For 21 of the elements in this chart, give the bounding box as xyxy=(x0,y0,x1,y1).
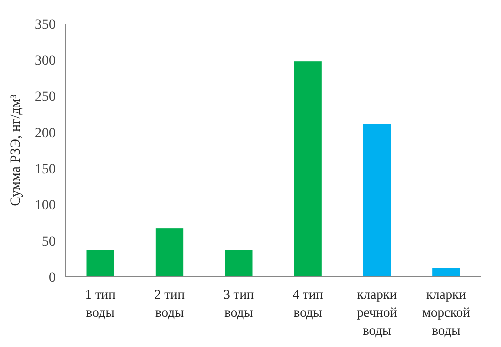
y-tick-label: 0 xyxy=(49,270,56,286)
y-tick-label: 350 xyxy=(35,18,56,33)
x-tick-label: 4 тип воды xyxy=(292,287,324,320)
y-tick-label: 250 xyxy=(35,90,56,106)
y-tick-label: 200 xyxy=(35,126,56,142)
y-tick-label: 150 xyxy=(35,162,56,178)
bar xyxy=(86,250,114,277)
bar xyxy=(225,250,253,277)
y-tick-label: 100 xyxy=(35,198,56,214)
bar xyxy=(432,268,460,277)
bar xyxy=(294,62,322,277)
x-tick-label: 3 тип воды xyxy=(224,287,254,320)
x-tick-label: 2 тип воды xyxy=(154,287,185,320)
x-tick-label: кларки морской воды xyxy=(422,287,470,338)
y-axis-title: Сумма РЗЭ, нг/дм³ xyxy=(9,94,24,206)
x-tick-label: 1 тип воды xyxy=(85,287,116,320)
x-tick-label: кларки речной воды xyxy=(357,287,398,338)
bar xyxy=(363,124,392,277)
y-tick-label: 50 xyxy=(42,234,56,250)
bar xyxy=(156,228,184,277)
y-tick-label: 300 xyxy=(35,54,56,70)
